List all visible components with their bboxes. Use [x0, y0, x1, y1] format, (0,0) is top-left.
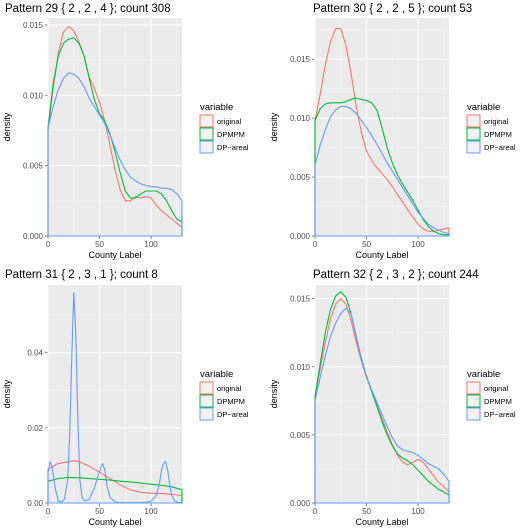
- density-line-1: [47, 459, 183, 504]
- legend-key-1: [199, 381, 214, 395]
- legend-label-1: original: [484, 117, 509, 126]
- y-tick-label: 0.015: [290, 55, 311, 64]
- legend-key-3: [199, 140, 214, 154]
- legend-key-2: [199, 127, 214, 141]
- legend-key-1: [199, 114, 214, 128]
- legend-label-1: original: [217, 384, 242, 393]
- y-axis-label: density: [2, 112, 12, 141]
- chart-title: Pattern 30 { 2 , 2 , 5 }; count 53: [313, 3, 472, 15]
- legend: variable original DPMPM DP−areal: [199, 102, 249, 154]
- density-line-2: [314, 97, 450, 237]
- legend: variable original DPMPM DP−areal: [199, 369, 249, 421]
- density-line-3: [47, 291, 183, 504]
- chart-panel-2: 0.000 0.005 0.010 0.015 0 50 100 Pattern 30 { 2…: [269, 3, 516, 260]
- legend-title: variable: [467, 369, 500, 380]
- x-tick-label: 100: [144, 507, 158, 516]
- y-tick-label: 0.005: [290, 431, 311, 440]
- legend-label-2: DPMPM: [484, 397, 512, 406]
- legend-label-2: DPMPM: [217, 130, 245, 139]
- legend-title: variable: [467, 102, 500, 113]
- y-tick-label: 0.000: [290, 499, 311, 508]
- legend-label-3: DP−areal: [484, 410, 516, 419]
- y-tick-label: 0.000: [290, 232, 311, 241]
- x-tick-label: 100: [144, 240, 158, 249]
- x-tick-label: 50: [362, 507, 371, 516]
- y-tick-label: 0.005: [23, 162, 44, 171]
- legend-key-3: [466, 407, 481, 421]
- legend: variable original DPMPM DP−areal: [466, 369, 516, 421]
- legend-key-3: [199, 407, 214, 421]
- legend-key-2: [466, 127, 481, 141]
- y-tick-label: 0.000: [23, 232, 44, 241]
- chart-panel-1: 0.000 0.005 0.010 0.015 0 50 100 Pattern 29 { 2…: [2, 3, 249, 260]
- chart-title: Pattern 31 { 2 , 3 , 1 }; count 8: [5, 269, 158, 281]
- legend-label-2: DPMPM: [217, 397, 245, 406]
- x-axis-label: County Label: [355, 517, 408, 527]
- legend-label-3: DP−areal: [484, 143, 516, 152]
- y-tick-label: 0.010: [23, 91, 44, 100]
- legend-label-2: DPMPM: [484, 130, 512, 139]
- density-line-3: [314, 307, 450, 504]
- density-line-2: [47, 476, 183, 504]
- density-line-1: [47, 25, 183, 237]
- legend-key-3: [466, 140, 481, 154]
- y-tick-label: 0.005: [290, 173, 311, 182]
- y-axis-label: density: [2, 379, 12, 408]
- legend-title: variable: [200, 369, 233, 380]
- y-tick-label: 0.010: [290, 363, 311, 372]
- legend-title: variable: [200, 102, 233, 113]
- chart-panel-3: 0.00 0.02 0.04 0 50 100 Pattern 31 { 2 , 3 , 1…: [2, 269, 249, 527]
- legend: variable original DPMPM DP−areal: [466, 102, 516, 154]
- y-axis-label: density: [269, 379, 279, 408]
- plot-background: [48, 18, 182, 236]
- y-tick-label: 0.04: [27, 349, 43, 358]
- density-line-2: [47, 37, 183, 237]
- y-tick-label: 0.010: [290, 114, 311, 123]
- legend-label-3: DP−areal: [217, 143, 249, 152]
- y-tick-label: 0.02: [27, 424, 43, 433]
- x-tick-label: 0: [313, 507, 318, 516]
- legend-label-3: DP−areal: [217, 410, 249, 419]
- x-tick-label: 50: [362, 240, 371, 249]
- legend-label-1: original: [217, 117, 242, 126]
- legend-key-2: [466, 394, 481, 408]
- legend-key-2: [199, 394, 214, 408]
- x-tick-label: 0: [313, 240, 318, 249]
- density-line-3: [314, 105, 450, 237]
- density-line-3: [47, 72, 183, 237]
- y-tick-label: 0.015: [290, 295, 311, 304]
- x-tick-label: 50: [95, 240, 104, 249]
- x-tick-label: 100: [411, 507, 425, 516]
- chart-title: Pattern 29 { 2 , 2 , 4 }; count 308: [5, 3, 171, 15]
- x-axis-label: County Label: [88, 517, 141, 527]
- legend-key-1: [466, 381, 481, 395]
- x-tick-label: 0: [46, 240, 51, 249]
- chart-title: Pattern 32 { 2 , 3 , 2 }; count 244: [313, 269, 479, 281]
- legend-key-1: [466, 114, 481, 128]
- x-tick-label: 100: [411, 240, 425, 249]
- x-axis-label: County Label: [88, 250, 141, 260]
- x-tick-label: 0: [46, 507, 51, 516]
- density-line-1: [314, 298, 450, 504]
- chart-panel-4: 0.000 0.005 0.010 0.015 0 50 100 Pattern 32 { 2…: [269, 269, 516, 527]
- legend-label-1: original: [484, 384, 509, 393]
- y-tick-label: 0.00: [27, 499, 43, 508]
- x-axis-label: County Label: [355, 250, 408, 260]
- y-tick-label: 0.015: [23, 21, 44, 30]
- density-line-2: [314, 291, 450, 504]
- x-tick-label: 50: [95, 507, 104, 516]
- y-axis-label: density: [269, 112, 279, 141]
